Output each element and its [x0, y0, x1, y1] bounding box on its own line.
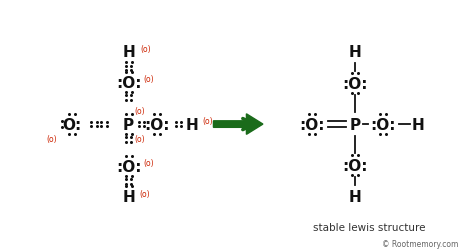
Text: H: H — [122, 189, 135, 204]
Text: :O:: :O: — [116, 75, 141, 90]
Text: H: H — [186, 117, 199, 132]
Text: :O:: :O: — [342, 158, 367, 173]
Text: P: P — [349, 117, 360, 132]
Text: © Rootmemory.com: © Rootmemory.com — [382, 239, 458, 248]
Text: (o): (o) — [144, 75, 155, 84]
Text: :O:: :O: — [370, 117, 396, 132]
Text: (o): (o) — [134, 134, 145, 143]
Text: P: P — [123, 117, 134, 132]
Text: (o): (o) — [144, 159, 155, 168]
Text: :O:: :O: — [144, 117, 170, 132]
Text: H: H — [348, 189, 361, 204]
Text: H: H — [348, 45, 361, 60]
Text: H: H — [412, 117, 425, 132]
Text: (o): (o) — [202, 117, 213, 126]
Text: (o): (o) — [134, 106, 145, 115]
Text: (o): (o) — [140, 45, 151, 54]
Text: :O:: :O: — [116, 159, 141, 174]
Polygon shape — [213, 114, 263, 135]
Text: :O:: :O: — [342, 76, 367, 91]
Text: (o): (o) — [46, 134, 57, 143]
Text: (o): (o) — [139, 189, 150, 198]
Text: :O:: :O: — [300, 117, 325, 132]
Text: O:: O: — [63, 117, 82, 132]
Text: H: H — [122, 45, 135, 60]
Text: stable lewis structure: stable lewis structure — [313, 222, 425, 232]
